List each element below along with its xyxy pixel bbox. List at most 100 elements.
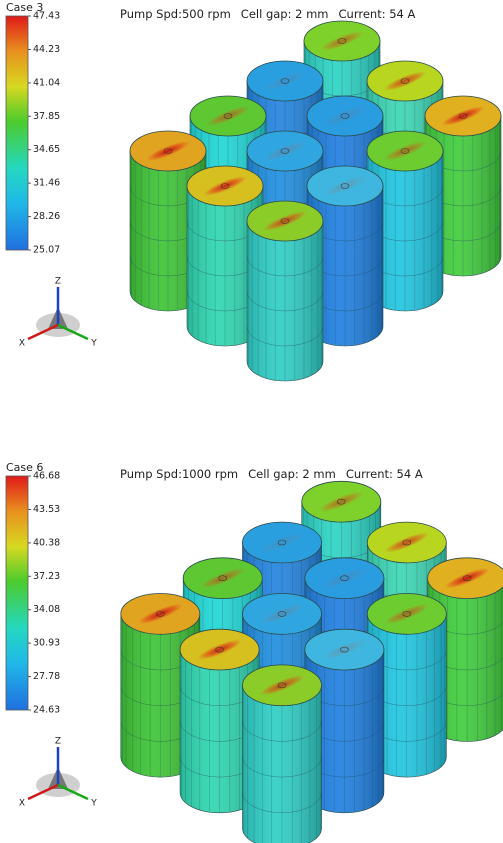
cell-hotspot [259,532,305,553]
cell-hotspot [200,568,245,589]
cell-hotspot [322,568,367,589]
cell-terminal [340,575,349,582]
axis-label: X [19,799,25,809]
cell-hotspot [319,491,364,512]
cell-terminal [340,646,349,653]
cell-terminal [462,575,472,582]
cell-hotspot [323,106,367,126]
header-part: Pump Spd:1000 rpm [120,467,238,481]
cell-hotspot [206,106,250,126]
header-part: Cell gap: 2 mm [248,467,336,481]
cell [304,628,385,814]
colorbar-label: 43.53 [33,504,60,515]
cell-terminal [280,78,290,84]
header: Pump Spd:500 rpm Cell gap: 2 mm Current: 5… [120,7,416,21]
case-label: Case 3 [6,1,43,14]
cell-terminal [337,38,347,44]
cell-hotspot [263,141,307,161]
cell-terminal [277,682,287,689]
cell-terminal [336,498,346,505]
cell-hotspot [146,141,190,161]
axis-label: Z [55,737,61,747]
axis-label: Y [90,339,97,349]
panel: Case 3 Pump Spd:500 rpm Cell gap: 2 mm Curr… [5,1,502,382]
cell [242,664,322,843]
axis-x [27,323,59,341]
header-part: Pump Spd:500 rpm [120,7,231,21]
mesh-ring [242,792,322,814]
cell-terminal [458,113,468,119]
colorbar [5,15,29,251]
colorbar-label: 46.68 [33,471,60,482]
cell-hotspot [383,71,427,91]
header: Pump Spd:1000 rpm Cell gap: 2 mm Current: … [120,467,423,481]
cell [246,200,324,382]
mesh-ring [242,720,322,742]
cell-terminal [156,611,165,617]
mesh-ring [246,290,324,312]
cell-hotspot [384,532,429,553]
colorbar-label: 47.43 [33,11,60,22]
axis-y [57,323,89,341]
cell-terminal [400,148,410,154]
colorbar-label: 41.04 [33,77,60,88]
cell-hotspot [323,176,367,196]
cell-terminal [163,148,173,154]
cell-terminal [220,183,230,189]
colorbar-label: 27.78 [33,671,60,682]
cell [306,165,384,347]
cell-terminal [402,539,412,546]
cell [366,593,447,778]
colorbar-label: 44.23 [33,44,60,55]
mesh-ring [246,255,324,277]
cell-terminal [215,646,224,653]
cell-hotspot [445,568,490,589]
cell-terminal [218,575,228,582]
case-label: Case 6 [6,461,43,474]
header-part: Current: 54 A [346,467,423,481]
cell-hotspot [259,603,305,624]
cell [186,165,264,347]
cell [424,95,502,277]
cell-terminal [277,611,287,617]
cell-hotspot [263,211,307,231]
cell [366,130,444,312]
colorbar-label: 31.46 [33,178,60,189]
cell-hotspot [322,639,367,660]
colorbar-label: 24.63 [33,705,60,716]
cell-terminal [277,539,287,546]
cell-hotspot [441,106,485,126]
axis-label: X [19,339,25,349]
header-part: Current: 54 A [339,7,416,21]
mesh-ring [242,756,322,778]
colorbar-label: 37.85 [33,111,60,122]
cell-terminal [400,78,410,84]
cell-hotspot [203,176,247,196]
axis-label: Y [90,799,97,809]
axis-label: Z [55,277,61,287]
cell-terminal [223,113,233,119]
cell-hotspot [197,639,242,660]
mesh-ring [246,325,324,347]
cell-hotspot [320,31,364,51]
colorbar-label: 34.08 [33,604,60,615]
colorbar-label: 34.65 [33,144,60,155]
colorbar-label: 40.38 [33,537,60,548]
cell-terminal [280,218,290,224]
panel: Case 6 Pump Spd:1000 rpm Cell gap: 2 mm Cur… [5,461,503,843]
cell-terminal [340,113,350,119]
cell-hotspot [383,141,427,161]
colorbar-label: 37.23 [33,571,60,582]
cell-terminal [280,148,290,154]
colorbar-label: 28.26 [33,211,60,222]
axis-x [27,783,59,801]
axis-y [57,783,89,801]
cell [179,628,260,814]
cell-hotspot [259,675,305,696]
cell-hotspot [138,603,183,624]
cell-terminal [340,183,350,189]
cell-terminal [402,611,412,617]
header-part: Cell gap: 2 mm [241,7,329,21]
cell-hotspot [384,603,429,624]
